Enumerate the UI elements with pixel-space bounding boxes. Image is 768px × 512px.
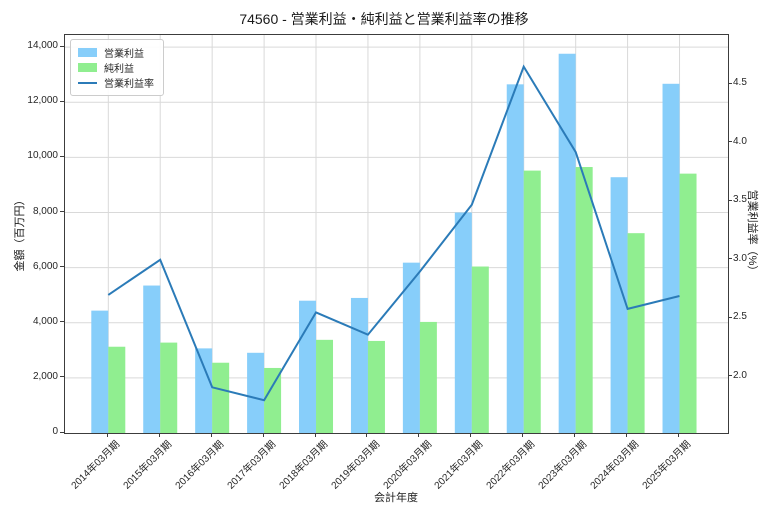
x-tick-label: 2019年03月期 — [329, 439, 382, 492]
net-income-bar — [575, 167, 593, 433]
x-tick-mark — [106, 433, 108, 437]
legend-color-swatch — [78, 63, 97, 72]
x-axis-label: 会計年度 — [374, 492, 418, 504]
net-income-bar — [212, 362, 230, 433]
operating-income-bar — [350, 297, 368, 433]
x-tick-mark — [678, 433, 680, 437]
net-income-bar — [264, 367, 282, 433]
legend-color-swatch — [78, 48, 97, 57]
x-tick-label: 2014年03月期 — [69, 439, 123, 492]
right-axis-label: 営業利益率（%） — [746, 189, 758, 277]
right-tick-mark — [728, 82, 732, 84]
legend-item: 営業利益 — [78, 45, 154, 60]
x-tick-mark — [626, 433, 628, 437]
x-tick-mark — [366, 433, 368, 437]
left-tick-mark — [60, 376, 64, 378]
x-tick-mark — [470, 433, 472, 437]
operating-income-bar — [247, 352, 265, 433]
net-income-bar — [108, 346, 126, 433]
operating-income-bar — [662, 83, 680, 433]
left-tick-label: 2,000 — [32, 370, 58, 382]
operating-income-bar — [506, 84, 524, 433]
x-tick-label: 2020年03月期 — [381, 439, 434, 492]
right-tick-mark — [728, 141, 732, 143]
right-tick-mark — [728, 316, 732, 318]
net-income-bar — [523, 170, 541, 433]
operating-income-bar — [402, 262, 420, 433]
legend-label: 営業利益率 — [104, 79, 154, 90]
x-tick-mark — [210, 433, 212, 437]
x-tick-label: 2024年03月期 — [588, 439, 642, 492]
operating-income-bar — [143, 285, 161, 433]
left-tick-mark — [60, 45, 64, 47]
left-tick-label: 14,000 — [27, 40, 58, 52]
x-tick-label: 2017年03月期 — [225, 439, 278, 492]
net-income-bar — [471, 266, 489, 433]
net-income-bar — [367, 340, 385, 433]
legend-item: 営業利益率 — [78, 75, 154, 90]
left-tick-mark — [60, 321, 64, 323]
left-tick-label: 8,000 — [32, 205, 58, 217]
right-tick-mark — [728, 258, 732, 260]
x-tick-label: 2023年03月期 — [536, 439, 590, 492]
left-tick-label: 0 — [52, 426, 58, 437]
chart-title: 74560 - 営業利益・純利益と営業利益率の推移 — [239, 11, 529, 27]
operating-income-bar — [299, 300, 317, 433]
right-tick-mark — [728, 199, 732, 201]
net-income-bar — [419, 321, 437, 433]
right-tick-label: 4.0 — [733, 135, 747, 147]
operating-income-bar — [558, 53, 576, 433]
net-income-bar — [627, 233, 645, 433]
operating-income-bar — [91, 310, 109, 433]
net-income-bar — [316, 339, 334, 433]
x-tick-mark — [522, 433, 524, 437]
x-tick-mark — [262, 433, 264, 437]
operating-margin-line — [107, 64, 680, 402]
net-income-bar — [160, 342, 178, 433]
right-tick-mark — [728, 375, 732, 377]
left-tick-label: 6,000 — [32, 260, 58, 272]
x-tick-label: 2025年03月期 — [640, 439, 694, 492]
left-tick-mark — [60, 100, 64, 102]
x-tick-label: 2021年03月期 — [432, 439, 486, 492]
chart-canvas — [65, 35, 728, 433]
left-tick-label: 12,000 — [27, 95, 58, 107]
left-tick-mark — [60, 266, 64, 268]
operating-income-bar — [195, 348, 213, 433]
x-tick-label: 2015年03月期 — [121, 439, 175, 492]
x-tick-label: 2022年03月期 — [484, 439, 538, 492]
x-tick-mark — [158, 433, 160, 437]
left-tick-mark — [60, 155, 64, 157]
x-tick-mark — [314, 433, 316, 437]
legend-line-swatch — [78, 81, 97, 84]
chart-plot-area — [64, 34, 729, 434]
left-tick-label: 4,000 — [32, 315, 58, 327]
left-tick-mark — [60, 211, 64, 212]
right-tick-label: 3.0 — [733, 252, 747, 264]
legend-label: 営業利益 — [104, 49, 144, 60]
legend-item: 純利益 — [78, 60, 154, 75]
x-tick-label: 2018年03月期 — [277, 439, 330, 492]
operating-income-bar — [454, 212, 472, 433]
legend-label: 純利益 — [104, 64, 134, 75]
left-tick-label: 10,000 — [27, 150, 58, 162]
x-tick-mark — [418, 433, 420, 437]
x-tick-label: 2016年03月期 — [173, 439, 226, 492]
net-income-bar — [679, 173, 697, 433]
left-axis-label: 金額（百万円） — [14, 194, 26, 272]
left-tick-mark — [60, 431, 64, 433]
operating-income-bar — [610, 177, 628, 433]
right-tick-label: 2.0 — [733, 369, 747, 381]
legend: 営業利益純利益営業利益率 — [70, 39, 164, 96]
right-tick-label: 4.5 — [733, 77, 747, 89]
x-tick-mark — [574, 433, 576, 437]
right-tick-label: 2.5 — [733, 311, 747, 323]
right-tick-label: 3.5 — [733, 194, 747, 206]
